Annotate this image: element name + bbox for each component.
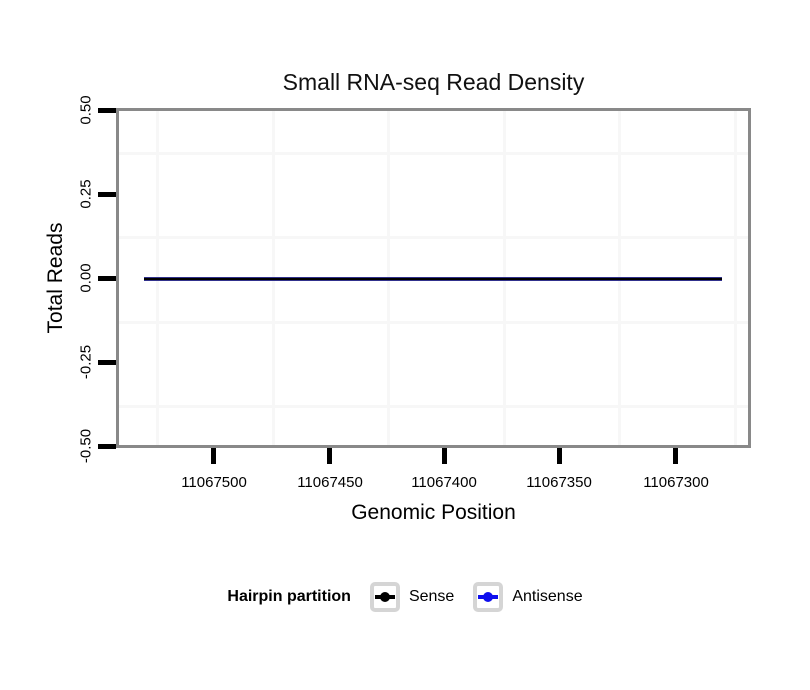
legend-title: Hairpin partition bbox=[227, 588, 351, 605]
x-axis-tick bbox=[327, 448, 332, 464]
legend-label-sense: Sense bbox=[408, 588, 455, 605]
x-axis-tick bbox=[442, 448, 447, 464]
y-axis-tick bbox=[98, 276, 116, 281]
y-axis-title: Total Reads bbox=[44, 222, 67, 334]
series-line-sense-antisense-overlap bbox=[144, 277, 722, 281]
minor-gridline-vertical bbox=[734, 111, 737, 445]
legend-item-sense: Sense bbox=[369, 582, 455, 612]
x-axis-tick bbox=[211, 448, 216, 464]
legend-key-sense bbox=[369, 582, 400, 612]
minor-gridline-horizontal bbox=[119, 405, 748, 408]
x-tick-label: 11067350 bbox=[526, 474, 592, 491]
minor-gridline-horizontal bbox=[119, 321, 748, 324]
y-axis-tick bbox=[98, 360, 116, 365]
y-tick-label: -0.50 bbox=[77, 428, 95, 464]
x-axis-tick bbox=[557, 448, 562, 464]
antisense-point-icon bbox=[483, 592, 494, 602]
x-tick-label: 11067400 bbox=[411, 474, 477, 491]
legend-item-antisense: Antisense bbox=[473, 582, 583, 612]
y-axis-tick bbox=[98, 444, 116, 449]
legend: Hairpin partition Sense Antisense bbox=[0, 580, 810, 614]
x-axis-tick bbox=[673, 448, 678, 464]
y-axis-tick bbox=[98, 192, 116, 197]
x-tick-label: 11067500 bbox=[181, 474, 247, 491]
legend-key-antisense bbox=[473, 582, 504, 612]
minor-gridline-horizontal bbox=[119, 152, 748, 155]
y-tick-label: -0.25 bbox=[77, 344, 95, 380]
x-tick-label: 11067450 bbox=[297, 474, 363, 491]
chart-title: Small RNA-seq Read Density bbox=[282, 69, 585, 95]
legend-label-antisense: Antisense bbox=[512, 588, 583, 605]
sense-point-icon bbox=[379, 592, 390, 602]
y-tick-label: 0.00 bbox=[77, 263, 95, 293]
y-axis-tick bbox=[98, 108, 116, 113]
y-tick-label: 0.50 bbox=[77, 95, 95, 125]
y-tick-label: 0.25 bbox=[77, 179, 95, 209]
x-tick-label: 11067300 bbox=[643, 474, 709, 491]
minor-gridline-horizontal bbox=[119, 236, 748, 239]
x-axis-title: Genomic Position bbox=[351, 501, 516, 524]
plot-panel bbox=[116, 108, 751, 448]
